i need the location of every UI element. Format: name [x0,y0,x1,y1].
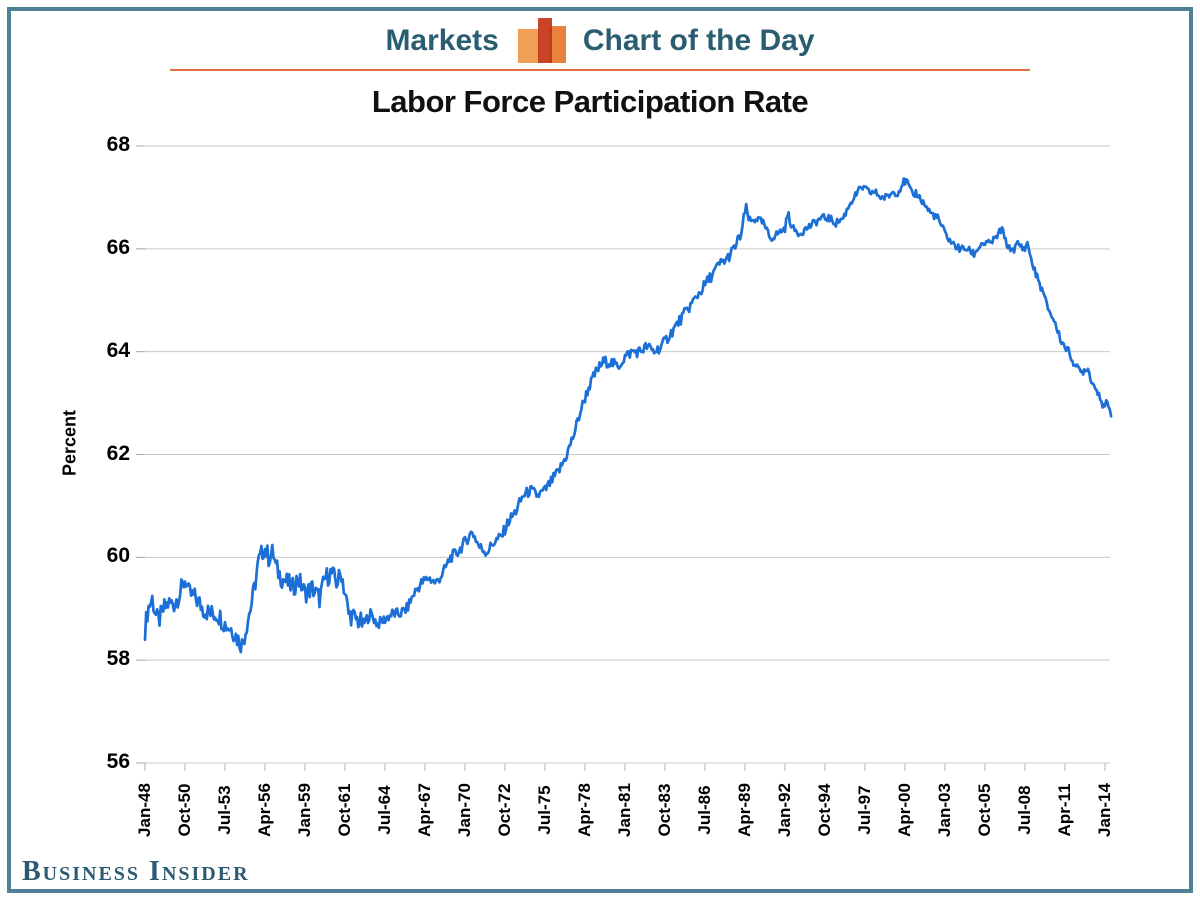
x-tick-label: Jul-08 [1015,785,1034,835]
y-tick-label: 64 [106,338,130,362]
bar-chart-icon-middle-bar [537,18,552,63]
y-tick-label: 66 [106,235,130,259]
x-tick-label: Jul-75 [535,785,554,835]
x-tick-label: Apr-67 [415,783,434,837]
x-tick-label: Jan-59 [295,783,314,837]
x-tick-label: Apr-78 [575,783,594,837]
bar-chart-icon-right-bar [548,26,566,63]
x-tick-label: Jul-86 [695,785,714,835]
x-tick-label: Apr-89 [735,783,754,837]
x-tick-label: Apr-11 [1055,783,1074,837]
x-tick-label: Jan-70 [455,783,474,837]
header-orange-divider [170,69,1030,71]
x-tick-label: Oct-05 [975,783,994,837]
x-tick-label: Oct-94 [815,783,834,837]
x-tick-label: Oct-83 [655,783,674,837]
x-tick-label: Jan-92 [775,783,794,837]
y-tick-label: 62 [106,441,130,465]
x-tick-label: Jan-81 [615,783,634,837]
x-tick-label: Oct-50 [175,783,194,837]
x-tick-label: Apr-00 [895,783,914,837]
y-tick-label: 60 [106,544,130,568]
x-tick-label: Oct-61 [335,783,354,837]
business-insider-logo: Business Insider [22,856,250,887]
header: Markets Chart of the Day [0,14,1200,68]
x-tick-label: Jan-14 [1095,783,1114,837]
x-tick-label: Jul-64 [375,785,394,835]
bar-chart-icon [515,16,567,66]
x-tick-label: Jul-97 [855,785,874,835]
x-tick-label: Apr-56 [255,783,274,837]
x-tick-label: Jan-03 [935,783,954,837]
x-tick-label: Jul-53 [215,785,234,835]
participation-rate-line [143,177,1113,654]
y-tick-label: 68 [106,133,130,156]
y-tick-label: 56 [106,750,130,773]
x-tick-label: Oct-72 [495,783,514,837]
chart-title: Labor Force Participation Rate [371,84,809,119]
y-axis-title: Percent [59,409,80,477]
x-tick-label: Jan-48 [135,783,154,837]
header-markets-label: Markets [385,24,499,57]
y-tick-label: 58 [106,647,130,671]
bar-chart-icon-left-bar [517,29,539,63]
header-chart-of-the-day-label: Chart of the Day [582,24,815,57]
